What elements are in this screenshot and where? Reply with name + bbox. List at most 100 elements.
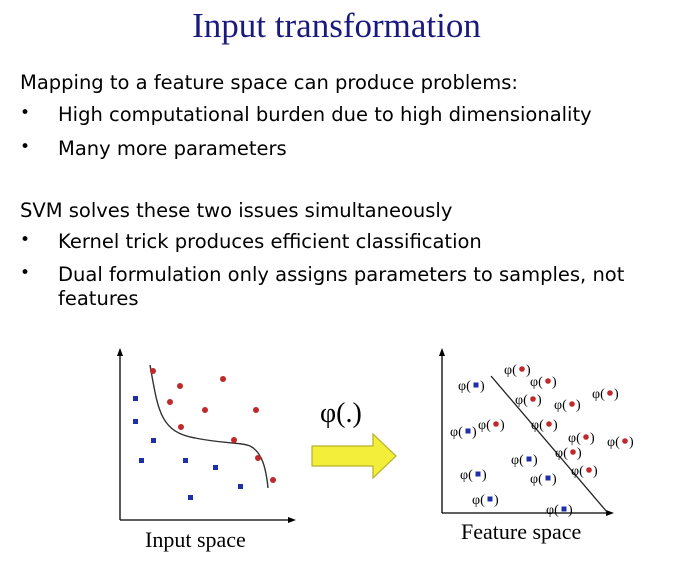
svg-text:): ) bbox=[526, 363, 531, 378]
bullet-2-2: Dual formulation only assigns parameters… bbox=[58, 263, 625, 286]
blue-sample bbox=[188, 495, 193, 500]
red-sample bbox=[220, 376, 226, 382]
phi-blue-point: φ() bbox=[460, 468, 487, 483]
svg-text:φ(: φ( bbox=[568, 431, 581, 446]
blue-samples bbox=[133, 396, 243, 500]
blue-sample bbox=[183, 458, 188, 463]
svg-text:φ(: φ( bbox=[478, 418, 491, 433]
red-sample bbox=[150, 368, 156, 374]
bullet-2-1-symbol: • bbox=[20, 230, 31, 250]
red-sample bbox=[255, 455, 261, 461]
svg-text:φ(: φ( bbox=[530, 472, 543, 487]
svg-text:): ) bbox=[629, 435, 634, 450]
bullet-2-2-symbol: • bbox=[20, 263, 31, 283]
phi-red-point: φ() bbox=[592, 387, 619, 402]
phi-red-point: φ() bbox=[530, 375, 557, 390]
svg-text:φ(: φ( bbox=[511, 453, 524, 468]
svg-text:): ) bbox=[553, 418, 558, 433]
svg-text:): ) bbox=[472, 425, 477, 440]
separating-hyperplane bbox=[490, 375, 608, 513]
input-space-caption: Input space bbox=[145, 527, 246, 552]
feature-space-caption: Feature space bbox=[461, 519, 582, 544]
bullet-1-1: High computational burden due to high di… bbox=[58, 103, 592, 126]
red-sample bbox=[178, 424, 184, 430]
feature-space-plot bbox=[439, 348, 614, 516]
input-x-arrowhead bbox=[288, 517, 296, 523]
red-sample bbox=[253, 407, 259, 413]
svg-text:φ(: φ( bbox=[607, 435, 620, 450]
phi-red-point: φ() bbox=[554, 398, 581, 413]
mapping-arrow bbox=[311, 432, 397, 480]
blue-sample bbox=[238, 484, 243, 489]
phi-red-point: φ() bbox=[531, 418, 558, 433]
svg-text:φ(: φ( bbox=[571, 464, 584, 479]
phi-red-point: φ() bbox=[607, 435, 634, 450]
phi-blue-point: φ() bbox=[511, 453, 538, 468]
blue-sample bbox=[139, 458, 144, 463]
red-sample bbox=[167, 399, 173, 405]
phi-blue-point: φ() bbox=[458, 379, 485, 394]
phi-red-point: φ() bbox=[568, 431, 595, 446]
svg-text:): ) bbox=[576, 398, 581, 413]
svg-text:φ(: φ( bbox=[555, 446, 568, 461]
decision-curve bbox=[149, 364, 269, 489]
blue-sample bbox=[213, 465, 218, 470]
svg-text:φ(: φ( bbox=[450, 425, 463, 440]
section1-intro: Mapping to a feature space can produce p… bbox=[20, 71, 519, 94]
svg-text:): ) bbox=[533, 453, 538, 468]
svg-text:): ) bbox=[614, 387, 619, 402]
red-sample bbox=[270, 477, 276, 483]
mapping-label: φ(.) bbox=[320, 398, 362, 429]
phi-points: φ()φ()φ()φ() φ()φ()φ()φ() φ()φ() φ()φ()φ()φ… bbox=[450, 363, 634, 518]
input-space-plot bbox=[117, 348, 296, 523]
svg-text:): ) bbox=[590, 431, 595, 446]
red-samples bbox=[150, 368, 276, 483]
slide-title: Input transformation bbox=[192, 6, 481, 45]
feature-x-arrowhead bbox=[606, 510, 614, 516]
phi-red-point: φ() bbox=[504, 363, 531, 378]
svg-text:φ(: φ( bbox=[472, 493, 485, 508]
svg-text:): ) bbox=[494, 493, 499, 508]
feature-y-arrowhead bbox=[439, 348, 445, 356]
red-sample bbox=[231, 437, 237, 443]
svg-text:): ) bbox=[480, 379, 485, 394]
svg-text:): ) bbox=[568, 503, 573, 518]
red-sample bbox=[177, 383, 183, 389]
svg-text:φ(: φ( bbox=[592, 387, 605, 402]
phi-blue-point: φ() bbox=[472, 493, 499, 508]
bullet-1-1-symbol: • bbox=[20, 103, 31, 123]
bullet-1-2-symbol: • bbox=[20, 137, 31, 157]
phi-red-point: φ() bbox=[571, 464, 598, 479]
phi-blue-point: φ() bbox=[546, 503, 573, 518]
svg-text:φ(: φ( bbox=[460, 468, 473, 483]
phi-red-point: φ() bbox=[515, 393, 542, 408]
svg-text:φ(: φ( bbox=[531, 418, 544, 433]
input-y-arrowhead bbox=[117, 348, 123, 356]
bullet-1-2: Many more parameters bbox=[58, 137, 287, 160]
bullet-2-2-cont: features bbox=[58, 287, 139, 310]
blue-sample bbox=[133, 419, 138, 424]
svg-text:): ) bbox=[577, 446, 582, 461]
svg-text:): ) bbox=[552, 472, 557, 487]
red-sample bbox=[202, 407, 208, 413]
phi-red-point: φ() bbox=[555, 446, 582, 461]
phi-blue-point: φ() bbox=[450, 425, 477, 440]
svg-text:φ(: φ( bbox=[530, 375, 543, 390]
blue-sample bbox=[151, 438, 156, 443]
section2-intro: SVM solves these two issues simultaneous… bbox=[20, 199, 453, 222]
svg-text:): ) bbox=[537, 393, 542, 408]
svg-text:φ(: φ( bbox=[504, 363, 517, 378]
svg-text:): ) bbox=[500, 418, 505, 433]
svg-text:φ(: φ( bbox=[546, 503, 559, 518]
phi-red-point: φ() bbox=[478, 418, 505, 433]
svg-text:φ(: φ( bbox=[458, 379, 471, 394]
phi-blue-point: φ() bbox=[530, 472, 557, 487]
blue-sample bbox=[133, 396, 138, 401]
svg-text:φ(: φ( bbox=[515, 393, 528, 408]
svg-text:): ) bbox=[482, 468, 487, 483]
svg-text:): ) bbox=[593, 464, 598, 479]
svg-text:): ) bbox=[552, 375, 557, 390]
svg-text:φ(: φ( bbox=[554, 398, 567, 413]
bullet-2-1: Kernel trick produces efficient classifi… bbox=[58, 230, 482, 253]
